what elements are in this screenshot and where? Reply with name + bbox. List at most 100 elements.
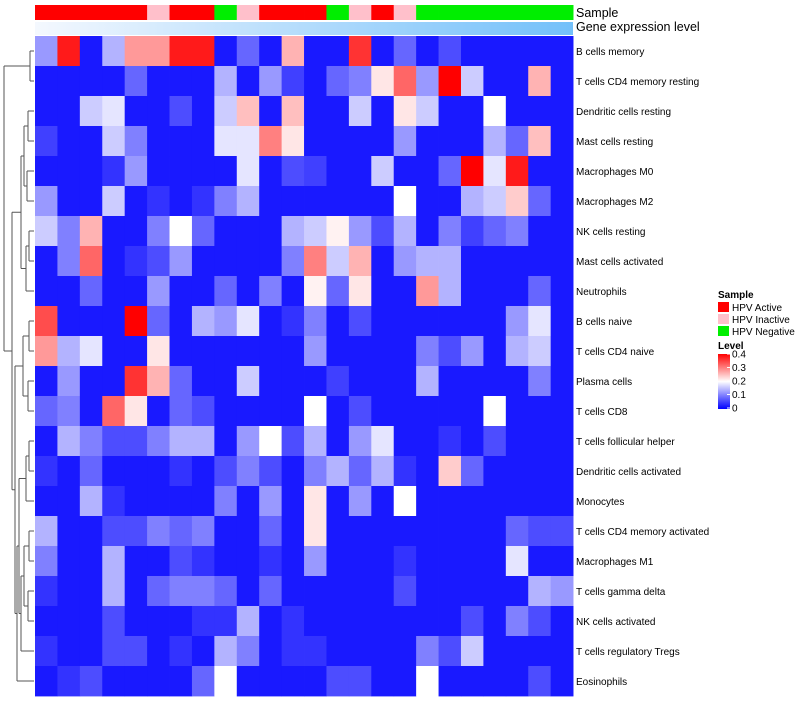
heatmap-cell [191,216,215,247]
heatmap-cell [348,276,372,307]
sample-legend-swatch [718,326,729,336]
heatmap-cell [35,156,58,187]
heatmap-cell [236,516,260,547]
sample-annotation-cell [191,5,215,20]
heatmap-cell [259,576,283,607]
heatmap-cell [236,216,260,247]
heatmap-cell [169,276,193,307]
row-label: Eosinophils [576,677,627,688]
heatmap-cell [550,456,574,487]
heatmap-cell [438,66,462,97]
heatmap-cell [214,426,238,457]
heatmap-cell [528,486,552,517]
heatmap-cell [214,546,238,577]
heatmap-cell [483,126,507,157]
heatmap-cell [102,276,126,307]
heatmap-cell [124,66,148,97]
heatmap-cell [326,336,350,367]
heatmap-cell [281,636,305,667]
heatmap-cell [281,666,305,697]
heatmap-cell [259,366,283,397]
heatmap-cell [326,516,350,547]
row-label: T cells CD4 memory activated [576,527,709,538]
heatmap-cell [259,96,283,127]
heatmap-cell [191,276,215,307]
sample-annotation-cell [438,5,462,20]
heatmap-cell [371,36,395,67]
heatmap-cell [528,606,552,637]
heatmap-cell [550,666,574,697]
heatmap-cell [79,216,103,247]
heatmap-cell [124,396,148,427]
level-legend-tick-label: 0 [732,404,738,415]
heatmap-cell [438,516,462,547]
heatmap-cell [79,486,103,517]
heatmap-cell [348,36,372,67]
sample-annotation-cell [416,5,439,20]
heatmap-cell [460,336,484,367]
heatmap-cell [528,126,552,157]
heatmap-cell [57,36,81,67]
heatmap-cell [460,516,484,547]
heatmap-cell [214,396,238,427]
heatmap-cell [460,396,484,427]
heatmap-cell [214,276,238,307]
heatmap-cell [483,456,507,487]
heatmap-cell [304,396,327,427]
heatmap-cell [483,66,507,97]
heatmap-cell [191,36,215,67]
heatmap-cell [124,126,148,157]
heatmap-cell [124,426,148,457]
sample-annotation-cell [393,5,417,20]
heatmap-cell [438,96,462,127]
heatmap-cell [550,426,574,457]
heatmap-cell [550,126,574,157]
heatmap-cell [259,36,283,67]
heatmap-cell [505,606,529,637]
heatmap-cell [483,396,507,427]
heatmap-cell [438,636,462,667]
heatmap-cell [236,126,260,157]
heatmap-cell [326,576,350,607]
heatmap-cell [348,606,372,637]
heatmap-cell [371,276,395,307]
heatmap-cell [393,66,417,97]
heatmap-cell [393,366,417,397]
heatmap-cell [304,36,327,67]
heatmap-cell [35,546,58,577]
heatmap-cell [79,456,103,487]
heatmap-cell [460,606,484,637]
heatmap-cell [191,156,215,187]
heatmap-cell [438,666,462,697]
heatmap-cell [438,546,462,577]
heatmap-cell [191,516,215,547]
heatmap-cell [124,516,148,547]
sample-annotation-cell [550,5,574,20]
heatmap-cell [438,576,462,607]
heatmap-cell [102,486,126,517]
heatmap-cell [528,636,552,667]
heatmap-cell [505,96,529,127]
heatmap-cell [371,666,395,697]
heatmap-cell [236,336,260,367]
heatmap-cell [169,126,193,157]
heatmap-cell [79,276,103,307]
heatmap-cell [57,606,81,637]
heatmap-cell [460,636,484,667]
row-label: Dendritic cells resting [576,107,671,118]
heatmap-cell [191,486,215,517]
heatmap-cell [326,396,350,427]
heatmap-cell [102,216,126,247]
heatmap-cell [147,516,170,547]
heatmap-cell [79,156,103,187]
heatmap-cell [281,276,305,307]
heatmap-cell [102,666,126,697]
heatmap-cell [281,306,305,337]
heatmap-cell [393,546,417,577]
heatmap-cell [57,546,81,577]
row-label: Mast cells resting [576,137,653,148]
heatmap-cell [348,516,372,547]
row-label: T cells regulatory Tregs [576,647,680,658]
row-label: T cells CD4 naive [576,347,655,358]
